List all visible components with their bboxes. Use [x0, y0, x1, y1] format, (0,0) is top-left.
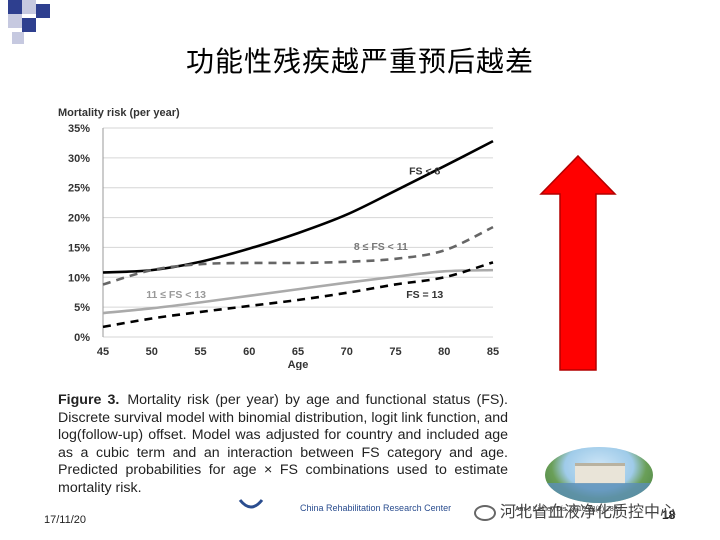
y-tick-label: 25%	[68, 183, 90, 195]
y-tick-label: 35%	[68, 123, 90, 135]
up-arrow-shape	[539, 154, 617, 371]
series-line	[102, 225, 494, 286]
x-tick-label: 70	[341, 346, 353, 358]
series-line	[102, 261, 494, 329]
wechat-icon	[474, 504, 496, 521]
deco-square	[36, 4, 50, 18]
series-label: FS < 8	[409, 166, 440, 178]
y-tick-label: 15%	[68, 242, 90, 254]
series-label: FS = 13	[406, 289, 443, 301]
x-tick-label: 65	[292, 346, 304, 358]
journal-reference: Am J Kidney Dis. 2016;68(2):283-	[515, 506, 621, 513]
deco-square	[12, 32, 24, 44]
x-tick-label: 75	[389, 346, 401, 358]
y-axis-label: Mortality risk (per year)	[58, 107, 180, 119]
series-label: 8 ≤ FS < 11	[354, 241, 408, 253]
deco-square	[22, 18, 36, 32]
x-tick-label: 85	[487, 346, 499, 358]
caption-label: Figure 3.	[58, 392, 120, 408]
x-tick-label: 50	[146, 346, 158, 358]
x-axis-label: Age	[288, 359, 309, 370]
series-line	[102, 268, 494, 315]
y-tick-label: 10%	[68, 272, 90, 284]
deco-square	[8, 14, 22, 28]
mortality-line-chart: Mortality risk (per year) 0% 5% 10% 15% 20% 25…	[58, 107, 499, 370]
y-tick-label: 30%	[68, 153, 90, 165]
figure-caption: Figure 3. Mortality risk (per year) by ag…	[58, 392, 508, 498]
deco-square	[22, 0, 36, 14]
x-tick-label: 80	[438, 346, 450, 358]
series-label: 11 ≤ FS < 13	[146, 289, 206, 301]
x-tick-label: 60	[243, 346, 255, 358]
page-number: 18	[662, 508, 676, 522]
x-tick-label: 45	[97, 346, 109, 358]
deco-square	[8, 0, 22, 14]
slide-title: 功能性残疾越严重预后越差	[185, 45, 534, 78]
corner-decoration	[8, 0, 50, 44]
center-logo-icon	[238, 499, 264, 509]
y-tick-label: 20%	[68, 213, 90, 225]
footer-date: 17/11/20	[44, 514, 87, 526]
watermark: 河北省血液净化质控中心	[474, 498, 676, 522]
caption-text: Mortality risk (per year) by age and fun…	[58, 392, 508, 496]
y-tick-label: 5%	[74, 302, 90, 314]
hospital-photo	[545, 447, 653, 503]
y-tick-label: 0%	[74, 332, 90, 344]
center-name: China Rehabilitation Research Center	[300, 503, 452, 513]
up-arrow-icon	[539, 154, 617, 371]
series-line	[102, 139, 494, 274]
x-tick-label: 55	[194, 346, 206, 358]
watermark-text: 河北省血液净化质控中心	[500, 502, 677, 521]
